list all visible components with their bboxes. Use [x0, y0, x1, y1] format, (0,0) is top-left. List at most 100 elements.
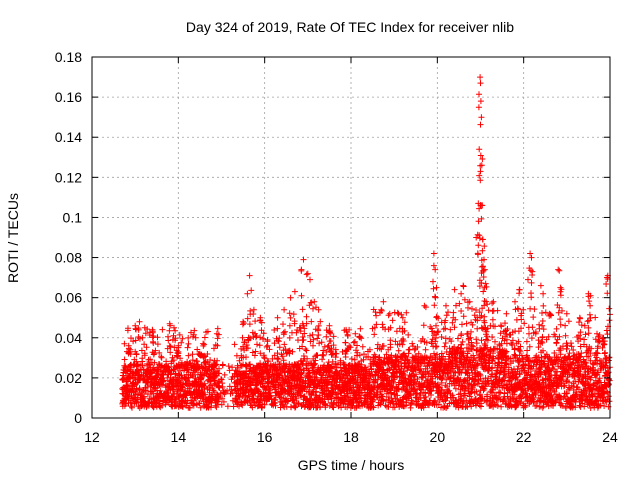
data-point	[226, 383, 233, 390]
data-point	[267, 392, 274, 399]
data-point	[133, 399, 140, 406]
data-point	[172, 370, 179, 377]
data-point	[127, 375, 134, 382]
data-point	[220, 398, 227, 405]
x-axis-label: GPS time / hours	[298, 457, 405, 473]
data-point	[170, 366, 177, 373]
data-point	[163, 358, 170, 365]
data-point	[144, 383, 151, 390]
data-point	[219, 361, 226, 368]
data-point	[225, 363, 232, 370]
data-point	[159, 402, 166, 409]
data-point	[139, 362, 146, 369]
x-tick-label: 18	[343, 429, 359, 445]
data-point	[157, 387, 164, 394]
x-tick-label: 14	[171, 429, 187, 445]
data-point	[215, 396, 222, 403]
data-point	[285, 376, 292, 382]
data-point	[187, 404, 193, 411]
data-point	[224, 403, 231, 410]
y-tick-label: 0.16	[55, 89, 82, 105]
data-point	[189, 351, 196, 358]
data-point	[219, 395, 226, 402]
data-point	[271, 397, 278, 404]
data-point	[179, 404, 186, 410]
y-tick-label: 0.18	[55, 49, 82, 65]
data-point	[287, 368, 294, 374]
data-point	[292, 404, 298, 411]
x-tick-label: 24	[602, 429, 618, 445]
data-point	[129, 404, 135, 411]
data-point	[292, 373, 299, 379]
y-tick-label: 0.04	[55, 330, 82, 346]
data-point	[270, 375, 277, 382]
data-point	[280, 402, 287, 409]
data-point	[226, 367, 233, 374]
data-point	[134, 361, 141, 368]
data-point	[160, 377, 167, 384]
data-point	[216, 370, 223, 377]
y-tick-label: 0.14	[55, 129, 82, 145]
y-tick-label: 0.08	[55, 250, 82, 266]
x-tick-label: 22	[516, 429, 532, 445]
data-point	[168, 380, 175, 386]
data-point	[216, 384, 223, 391]
data-point	[138, 402, 145, 409]
data-point	[272, 402, 279, 409]
y-axis-label: ROTI / TECUs	[5, 193, 21, 283]
data-point	[219, 383, 226, 390]
x-tick-label: 16	[257, 429, 273, 445]
x-tick-label: 20	[430, 429, 446, 445]
data-point	[134, 368, 141, 374]
data-point	[197, 404, 204, 411]
data-point	[158, 354, 165, 361]
data-point	[125, 393, 132, 400]
data-point	[228, 386, 235, 393]
data-point	[147, 356, 154, 363]
data-point	[143, 387, 150, 394]
data-point	[211, 345, 217, 352]
x-tick-label: 12	[84, 429, 100, 445]
data-point	[202, 363, 209, 370]
data-point	[201, 384, 208, 391]
data-point	[217, 390, 224, 397]
data-point	[141, 393, 148, 400]
data-point	[224, 387, 231, 394]
data-point	[238, 401, 245, 408]
y-tick-label: 0.12	[55, 169, 82, 185]
data-point	[222, 389, 229, 396]
y-tick-label: 0.06	[55, 290, 82, 306]
data-point	[239, 402, 246, 409]
y-tick-label: 0.02	[55, 370, 82, 386]
chart-title: Day 324 of 2019, Rate Of TEC Index for r…	[186, 19, 514, 35]
data-point	[143, 344, 150, 351]
data-point	[297, 369, 304, 376]
y-tick-label: 0.1	[63, 209, 83, 225]
data-point	[231, 341, 238, 348]
data-point	[298, 374, 305, 381]
data-point	[272, 384, 279, 391]
data-point	[214, 357, 221, 364]
data-point	[126, 363, 133, 369]
data-point	[261, 401, 268, 408]
data-point	[202, 391, 209, 398]
data-point	[196, 400, 203, 407]
data-point	[221, 371, 228, 378]
data-point	[185, 352, 192, 359]
data-point	[189, 357, 196, 364]
y-tick-label: 0	[74, 410, 82, 426]
data-point	[121, 356, 128, 363]
data-point	[267, 383, 274, 390]
data-point	[251, 352, 258, 359]
data-point	[276, 372, 283, 379]
data-point	[179, 403, 186, 410]
data-point	[229, 364, 236, 371]
data-point	[209, 393, 216, 400]
data-points	[119, 74, 613, 411]
data-point	[293, 395, 300, 402]
data-point	[128, 392, 135, 399]
data-point	[171, 366, 178, 373]
data-point	[186, 378, 193, 385]
data-point	[292, 403, 299, 410]
